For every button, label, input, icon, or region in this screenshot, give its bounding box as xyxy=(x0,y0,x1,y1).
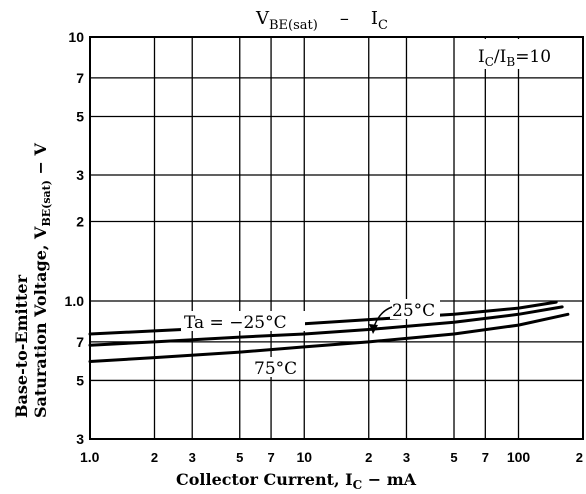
series-line-1 xyxy=(88,305,564,347)
condition-label: IC/IB=10 xyxy=(478,47,551,69)
series-label-25: 25°C xyxy=(392,301,435,321)
x-tick-label: 5 xyxy=(236,450,243,465)
y-axis-label-line2: Saturation Voltage, VBE(sat) − V xyxy=(31,142,53,418)
y-tick-label: 5 xyxy=(76,372,84,388)
y-tick-label: 10 xyxy=(68,29,84,45)
x-tick-label: 7 xyxy=(267,450,274,465)
y-tick-label: 3 xyxy=(76,431,84,447)
x-tick-label: 2 xyxy=(151,450,158,465)
y-tick-label: 3 xyxy=(76,167,84,183)
series-line-0 xyxy=(88,300,558,336)
y-tick-label: 1.0 xyxy=(65,293,85,309)
y-tick-labels: 3 5 7 1.0 2 3 5 7 10 xyxy=(65,29,85,447)
chart-title: VBE(sat) – IC xyxy=(255,8,388,33)
condition-label-box xyxy=(471,39,581,69)
x-tick-label: 3 xyxy=(189,450,196,465)
x-tick-label: 7 xyxy=(482,450,489,465)
series-line-2 xyxy=(88,312,570,363)
series-label-25-arrowhead xyxy=(369,324,378,334)
x-tick-label: 1.0 xyxy=(80,449,100,465)
x-tick-label: 3 xyxy=(403,450,410,465)
label-bg-25 xyxy=(390,299,440,319)
y-tick-label: 7 xyxy=(76,334,84,350)
label-bg-ta xyxy=(181,311,305,331)
x-tick-label: 100 xyxy=(507,449,531,465)
x-tick-labels: 1.0 2 3 5 7 10 2 3 5 7 100 2 xyxy=(80,449,583,465)
label-bg-75 xyxy=(251,357,301,377)
plot-frame xyxy=(89,36,584,440)
y-tick-label: 5 xyxy=(76,108,84,124)
grid-lines xyxy=(89,36,584,440)
x-axis-label: Collector Current, IC − mA xyxy=(176,470,417,492)
x-tick-label: 10 xyxy=(296,449,312,465)
x-tick-label: 5 xyxy=(450,450,457,465)
series-label-minus25: Ta = −25°C xyxy=(184,313,287,333)
x-tick-label: 2 xyxy=(365,450,372,465)
x-tick-label: 2 xyxy=(576,450,583,465)
y-axis-label-line1: Base-to-Emitter xyxy=(12,274,31,418)
y-tick-label: 7 xyxy=(76,70,84,86)
series-label-75: 75°C xyxy=(254,359,297,379)
y-tick-label: 2 xyxy=(76,214,84,230)
series-lines xyxy=(88,300,570,363)
